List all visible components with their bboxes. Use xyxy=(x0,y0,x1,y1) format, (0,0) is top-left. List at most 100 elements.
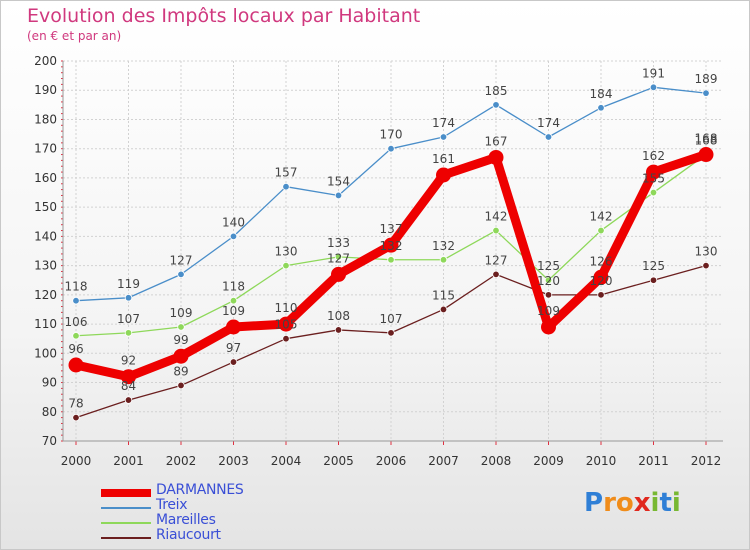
legend-swatch-darmannes xyxy=(101,488,151,497)
x-tick-label: 2006 xyxy=(376,454,407,468)
data-label-mareilles: 106 xyxy=(65,315,88,329)
data-label-darmannes: 99 xyxy=(173,333,188,347)
data-label-treix: 140 xyxy=(222,215,245,229)
point-mareilles xyxy=(124,329,133,337)
y-tick-label: 120 xyxy=(34,288,57,302)
point-darmannes xyxy=(646,164,661,180)
point-treix xyxy=(177,270,185,279)
data-label-treix: 189 xyxy=(695,72,718,86)
data-label-riaucourt: 130 xyxy=(695,245,718,259)
point-riaucourt xyxy=(124,396,133,404)
x-tick-label: 2009 xyxy=(533,454,564,468)
data-label-darmannes: 126 xyxy=(590,254,613,268)
legend-swatch-mareilles xyxy=(101,521,151,524)
data-label-mareilles: 132 xyxy=(432,239,455,253)
data-label-darmannes: 92 xyxy=(121,354,136,368)
point-riaucourt xyxy=(649,276,658,284)
point-riaucourt xyxy=(702,261,710,270)
point-treix xyxy=(597,104,605,112)
data-label-darmannes: 137 xyxy=(380,222,403,236)
data-label-darmannes: 96 xyxy=(68,342,83,356)
data-label-riaucourt: 108 xyxy=(327,309,350,323)
point-treix xyxy=(229,232,238,241)
data-label-darmannes: 110 xyxy=(275,301,298,315)
point-mareilles xyxy=(439,256,448,264)
x-tick-label: 2004 xyxy=(271,454,302,468)
point-darmannes xyxy=(698,147,714,163)
point-mareilles xyxy=(387,256,395,264)
point-darmannes xyxy=(331,266,346,282)
point-riaucourt xyxy=(597,291,605,299)
x-tick-label: 2012 xyxy=(691,454,722,468)
point-treix xyxy=(334,191,343,200)
logo-letter: i xyxy=(671,488,681,518)
point-riaucourt xyxy=(177,381,185,390)
logo-letter: r xyxy=(603,488,616,518)
point-treix xyxy=(544,133,553,141)
x-tick-label: 2003 xyxy=(218,454,249,468)
data-label-riaucourt: 97 xyxy=(226,341,241,355)
legend-label-darmannes: DARMANNES xyxy=(156,482,244,498)
point-mareilles xyxy=(334,253,343,261)
data-label-darmannes: 161 xyxy=(432,152,455,166)
logo-letter: t xyxy=(659,488,672,518)
data-label-treix: 174 xyxy=(537,116,560,130)
data-label-darmannes: 162 xyxy=(642,149,665,163)
point-darmannes xyxy=(488,149,504,165)
data-label-mareilles: 155 xyxy=(642,172,665,186)
data-label-treix: 127 xyxy=(170,253,193,267)
chart-title: Evolution des Impôts locaux par Habitant xyxy=(27,5,421,27)
axes: 7080901001101201301401501601701801902002… xyxy=(34,54,723,468)
y-tick-label: 110 xyxy=(34,317,57,331)
point-darmannes xyxy=(121,369,136,385)
point-darmannes xyxy=(226,319,241,335)
data-label-treix: 184 xyxy=(590,87,613,101)
point-mareilles xyxy=(649,188,658,197)
data-label-treix: 174 xyxy=(432,116,455,130)
point-mareilles xyxy=(544,276,553,284)
data-label-riaucourt: 84 xyxy=(121,379,136,393)
y-tick-label: 200 xyxy=(34,54,57,68)
data-label-riaucourt: 120 xyxy=(537,274,560,288)
data-label-riaucourt: 89 xyxy=(173,364,188,378)
x-tick-label: 2011 xyxy=(638,454,669,468)
y-tick-label: 180 xyxy=(34,112,57,126)
data-label-treix: 119 xyxy=(117,277,140,291)
point-riaucourt xyxy=(492,270,500,279)
logo-letter: P xyxy=(584,488,604,518)
point-riaucourt xyxy=(544,291,553,299)
data-label-mareilles: 133 xyxy=(327,236,350,250)
x-tick-label: 2010 xyxy=(586,454,617,468)
logo-letter: x xyxy=(633,488,651,518)
point-darmannes xyxy=(436,167,451,183)
data-label-mareilles: 107 xyxy=(117,312,140,326)
data-label-riaucourt: 115 xyxy=(432,288,455,302)
y-tick-label: 100 xyxy=(34,346,57,360)
data-label-treix: 170 xyxy=(380,128,403,142)
data-label-riaucourt: 78 xyxy=(68,397,83,411)
point-darmannes xyxy=(278,316,294,332)
x-tick-label: 2000 xyxy=(61,454,92,468)
data-label-riaucourt: 127 xyxy=(485,253,508,267)
legend-swatch-riaucourt xyxy=(101,536,151,539)
data-label-darmannes: 109 xyxy=(222,304,245,318)
chart-subtitle: (en € et par an) xyxy=(27,29,122,43)
x-tick-label: 2007 xyxy=(428,454,459,468)
point-darmannes xyxy=(68,357,84,373)
point-treix xyxy=(439,133,448,141)
point-riaucourt xyxy=(282,334,290,343)
y-tick-label: 160 xyxy=(34,171,57,185)
legend-swatch-treix xyxy=(101,506,151,509)
data-label-treix: 154 xyxy=(327,174,350,188)
point-treix xyxy=(124,294,133,302)
data-label-riaucourt: 120 xyxy=(590,274,613,288)
data-label-mareilles: 168 xyxy=(695,134,718,148)
point-mareilles xyxy=(597,226,605,235)
data-label-darmannes: 167 xyxy=(485,134,508,148)
point-riaucourt xyxy=(72,413,80,422)
legend-label-riaucourt: Riaucourt xyxy=(156,527,221,543)
point-riaucourt xyxy=(387,329,395,337)
point-treix xyxy=(282,182,290,191)
y-tick-label: 150 xyxy=(34,200,57,214)
